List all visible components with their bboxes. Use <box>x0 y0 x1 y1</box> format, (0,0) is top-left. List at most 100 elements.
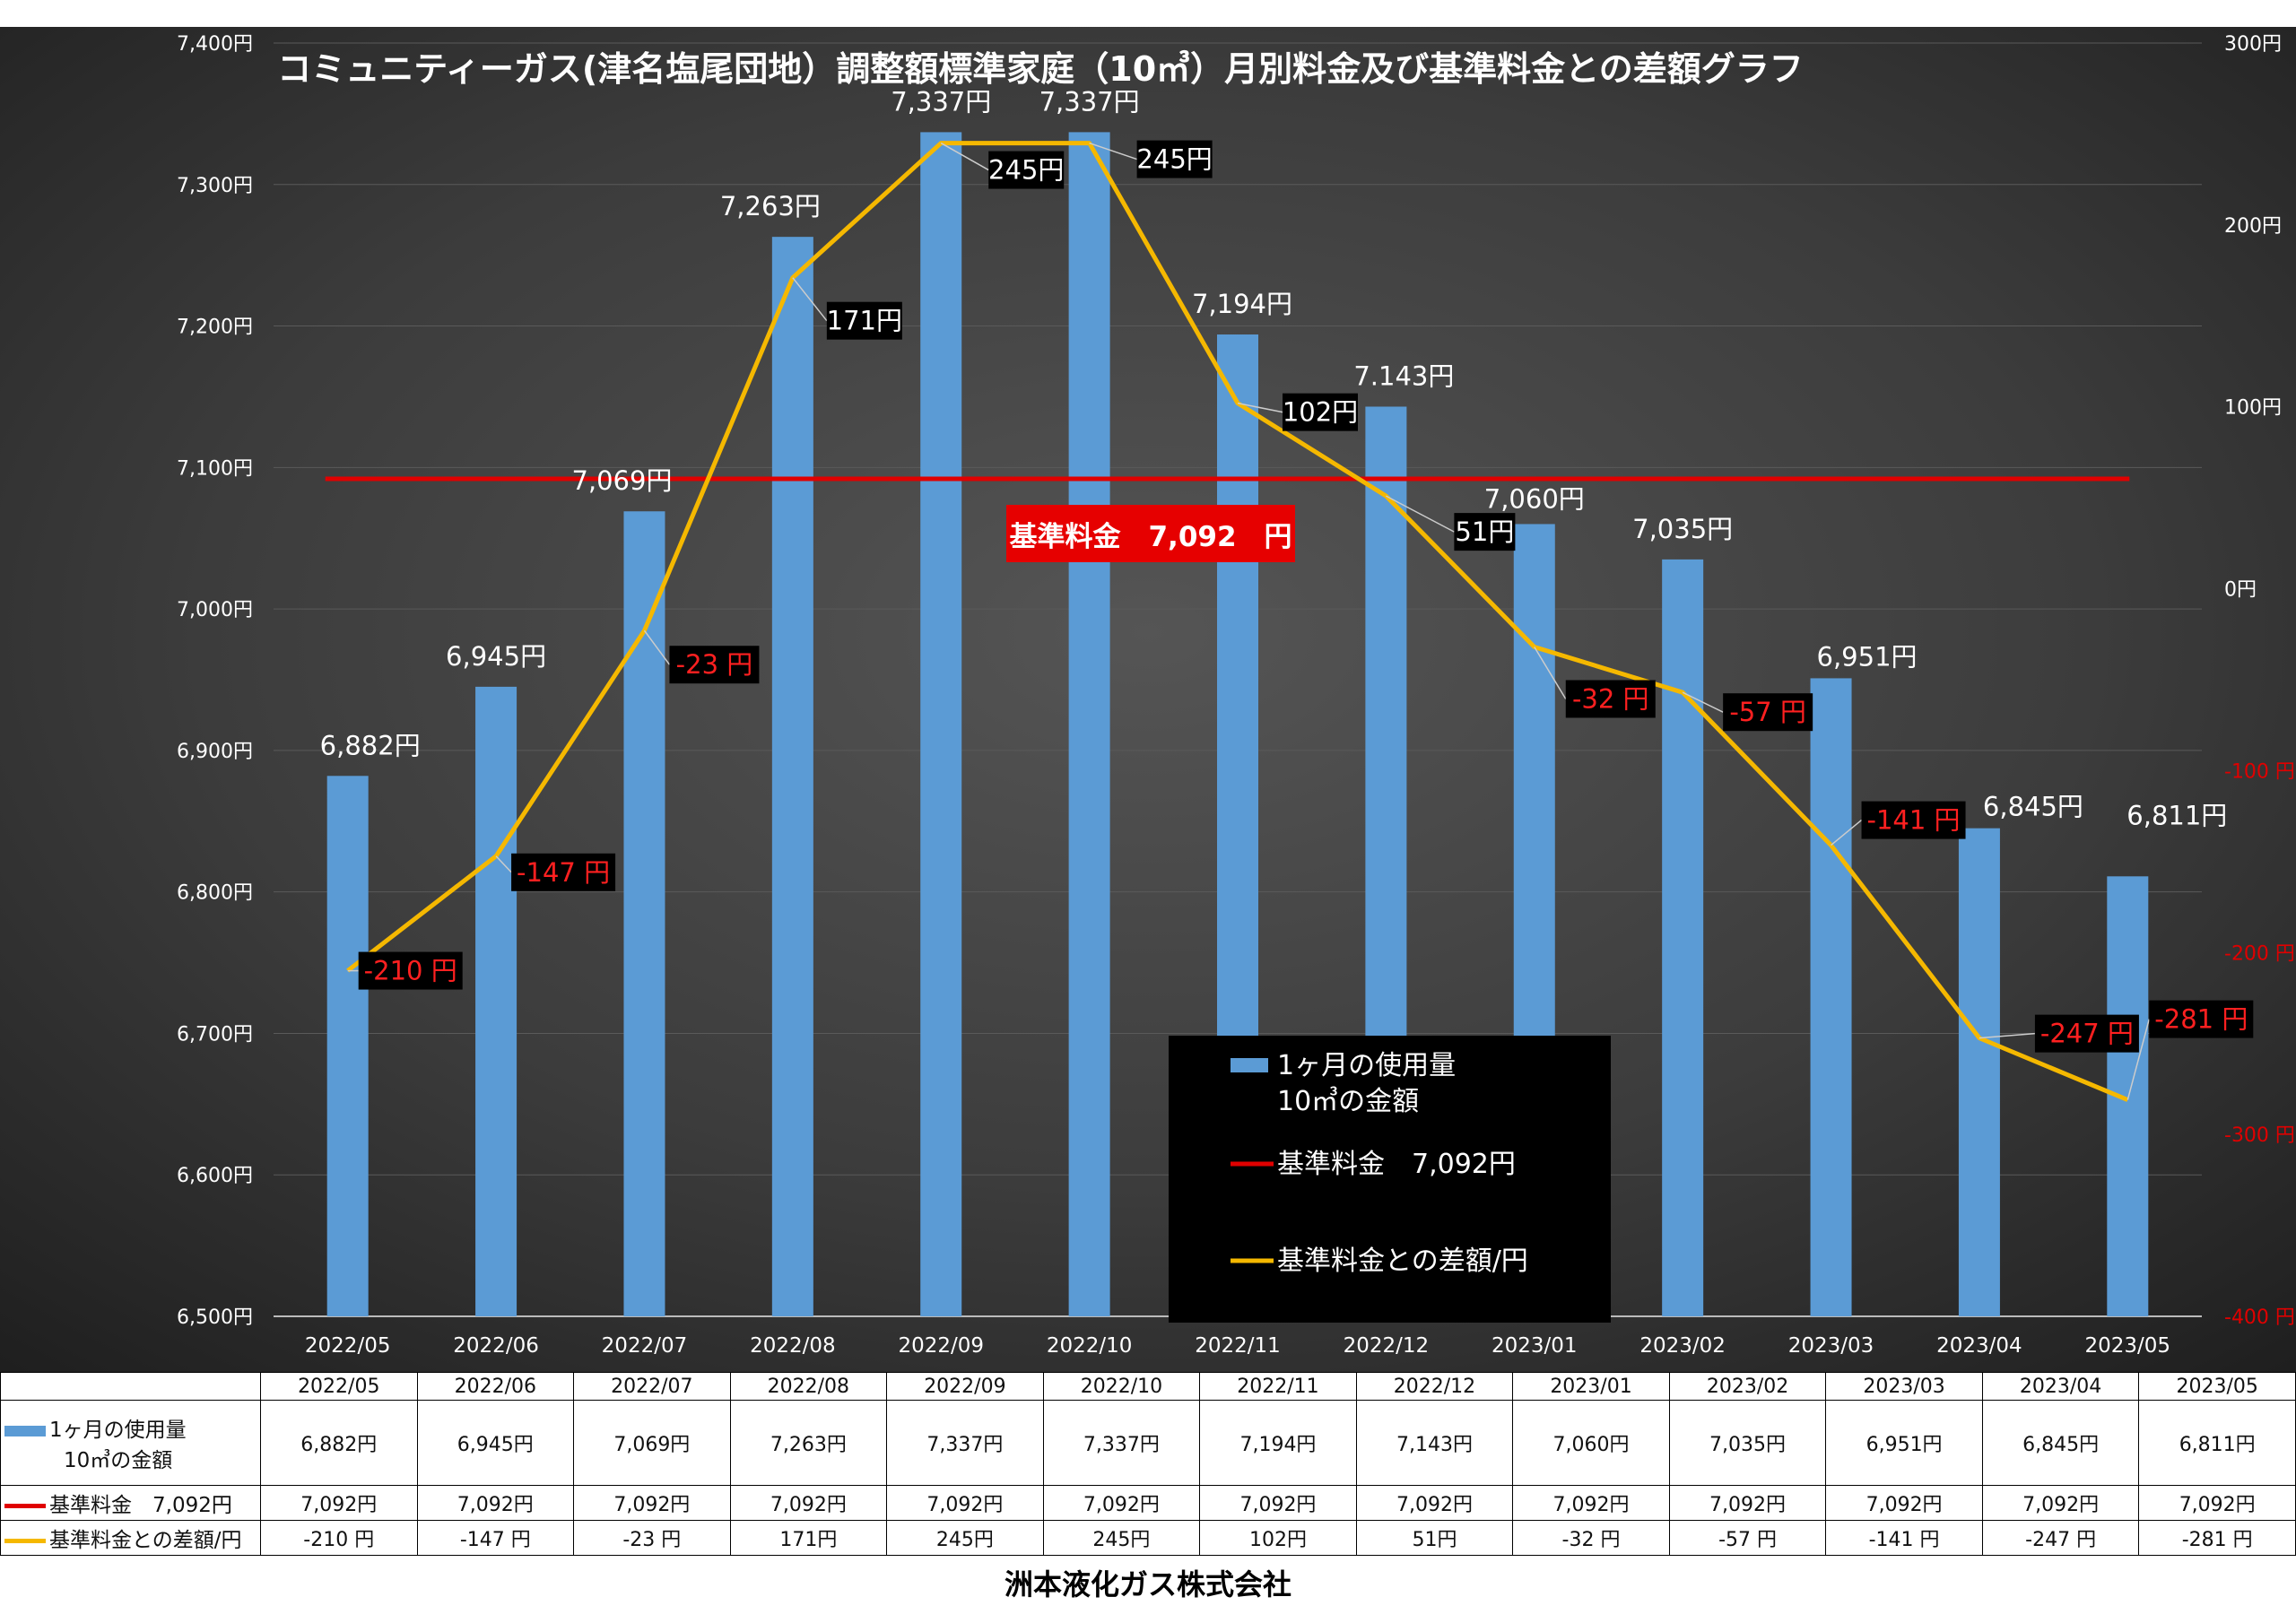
legend-label-usage-1: 1ヶ月の使用量 <box>1277 1050 1456 1081</box>
table-label-usage-1: 1ヶ月の使用量 <box>49 1419 187 1442</box>
diff-value-label: 171円 <box>827 306 902 336</box>
x-tick-label: 2022/05 <box>305 1334 391 1358</box>
diff-value-box <box>2149 1000 2254 1038</box>
diff-value-label: 245円 <box>1136 144 1212 175</box>
table-cell: 7,194円 <box>1199 1400 1357 1486</box>
table-cell: 7,092円 <box>573 1485 731 1521</box>
labels-layer: 6,882円 6,945円 7,069円 7,263円 7,337円 7,337円 7,19… <box>320 86 2254 1100</box>
bar <box>1068 132 1110 1316</box>
diff-value-box <box>1283 393 1358 431</box>
bar-value-label: 7,337円 <box>891 86 991 117</box>
diff-value-box <box>1723 693 1813 732</box>
bar-value-label: 7.143円 <box>1353 360 1454 391</box>
diff-leader-line <box>1089 142 1137 161</box>
diff-leader-line <box>1237 402 1283 413</box>
table-cell: 102円 <box>1199 1520 1357 1556</box>
diff-value-label: -23 円 <box>676 649 753 680</box>
table-cell: 171円 <box>729 1520 888 1556</box>
bar-value-label: 7,337円 <box>1039 86 1140 117</box>
table-row-label-base: 基準料金 7,092円 <box>0 1485 261 1521</box>
legend-label-diff: 基準料金との差額/円 <box>1277 1245 1528 1277</box>
bar-value-label: 7,194円 <box>1192 289 1292 319</box>
table-header-cell: 2023/02 <box>1668 1372 1827 1401</box>
bar-value-label: 7,060円 <box>1484 483 1585 514</box>
diff-value-box <box>2034 1014 2139 1053</box>
bar <box>2107 876 2149 1316</box>
bar-value-label: 6,945円 <box>446 641 546 672</box>
diff-value-label: 245円 <box>988 155 1064 186</box>
diff-value-box <box>1861 801 1966 839</box>
table-cell: 7,060円 <box>1512 1400 1670 1486</box>
annotation-label: 基準料金 7,092 円 <box>1009 521 1292 553</box>
x-tick-label: 2022/07 <box>602 1334 688 1358</box>
table-cell: 7,092円 <box>1355 1485 1514 1521</box>
diff-value-label: -247 円 <box>2040 1019 2134 1049</box>
table-cell: 6,945円 <box>416 1400 575 1486</box>
table-header-cell: 2022/10 <box>1042 1372 1201 1401</box>
diff-value-label: -147 円 <box>517 857 610 888</box>
table-header-cell: 2023/01 <box>1512 1372 1670 1401</box>
diff-value-box <box>511 853 616 891</box>
diff-leader-line <box>792 277 828 322</box>
table-header-cell: 2023/05 <box>2138 1372 2296 1401</box>
table-cell: 51円 <box>1355 1520 1514 1556</box>
diff-leader-line <box>1682 691 1724 713</box>
table-header-cell: 2022/06 <box>416 1372 575 1401</box>
table-cell: 6,845円 <box>1981 1400 2140 1486</box>
table-header-cell: 2022/08 <box>729 1372 888 1401</box>
table-label-usage-2: 10㎥の金額 <box>64 1449 173 1472</box>
x-tick-label: 2023/02 <box>1639 1334 1726 1358</box>
table-cell: 7,092円 <box>1981 1485 2140 1521</box>
table-swatch-bar <box>4 1425 46 1436</box>
bar-value-label: 7,263円 <box>720 191 821 221</box>
table-cell: -281 円 <box>2138 1520 2296 1556</box>
table-cell: 7,143円 <box>1355 1400 1514 1486</box>
diff-leader-line <box>495 855 512 873</box>
table-header-cell: 2023/03 <box>1825 1372 1983 1401</box>
table-swatch-yellow <box>4 1539 46 1543</box>
table-cell: 7,263円 <box>729 1400 888 1486</box>
legend-label-usage-2: 10㎥の金額 <box>1277 1086 1419 1117</box>
table-swatch-red <box>4 1504 46 1508</box>
diff-leader-line <box>2126 1019 2151 1100</box>
diff-value-label: 102円 <box>1283 397 1358 428</box>
table-cell: 6,882円 <box>260 1400 418 1486</box>
bar-value-label: 6,845円 <box>1983 792 2083 822</box>
table-label-diff: 基準料金との差額/円 <box>49 1529 242 1552</box>
table-row-label-diff: 基準料金との差額/円 <box>0 1520 261 1556</box>
table-cell: -147 円 <box>416 1520 575 1556</box>
table-cell: -247 円 <box>1981 1520 2140 1556</box>
table-cell: 7,092円 <box>1042 1485 1201 1521</box>
x-tick-label: 2023/03 <box>1788 1334 1874 1358</box>
legend: 1ヶ月の使用量 10㎥の金額 基準料金 7,092円 基準料金との差額/円 <box>1169 1036 1611 1323</box>
axes-layer: 6,500円 6,600円 6,700円 6,800円 6,900円 7,000円 7,10… <box>177 33 2295 1358</box>
y-right-tick-label: 0円 <box>2224 579 2257 602</box>
bar <box>475 686 517 1316</box>
table-cell: 7,092円 <box>2138 1485 2296 1521</box>
table-cell: 6,951円 <box>1825 1400 1983 1486</box>
table-cell: 7,092円 <box>729 1485 888 1521</box>
bar-value-label: 6,882円 <box>320 730 421 760</box>
table-cell: -141 円 <box>1825 1520 1983 1556</box>
table-cell: 7,092円 <box>416 1485 575 1521</box>
table-header-row: 2022/05 2022/06 2022/07 2022/08 2022/09 2022/… <box>0 1372 2296 1401</box>
annotation-box: 基準料金 7,092 円 <box>1006 505 1295 562</box>
table-cell: 7,092円 <box>1512 1485 1670 1521</box>
y-left-tick-label: 7,000円 <box>177 599 253 621</box>
diff-value-label: -210 円 <box>364 956 457 986</box>
chart-title: コミュニティーガス(津名塩尾団地）調整額標準家庭（10㎥）月別料金及び基準料金と… <box>277 49 1804 89</box>
company-name: 洲本液化ガス株式会社 <box>1004 1567 1292 1601</box>
table-label-base: 基準料金 7,092円 <box>49 1494 232 1517</box>
diff-value-label: 51円 <box>1455 516 1514 547</box>
bar <box>623 511 665 1316</box>
diff-leader-line <box>1979 1032 2035 1039</box>
bar <box>1810 678 1852 1316</box>
table-header-cell: 2023/04 <box>1981 1372 2140 1401</box>
y-left-tick-label: 6,800円 <box>177 882 253 905</box>
plot-background <box>0 27 2296 1372</box>
y-right-tick-label: 100円 <box>2224 397 2282 420</box>
table-cell: -32 円 <box>1512 1520 1670 1556</box>
table-row-label-usage: 1ヶ月の使用量 10㎥の金額 <box>0 1400 261 1486</box>
diff-value-box <box>358 951 463 990</box>
diff-value-box <box>1565 680 1656 718</box>
